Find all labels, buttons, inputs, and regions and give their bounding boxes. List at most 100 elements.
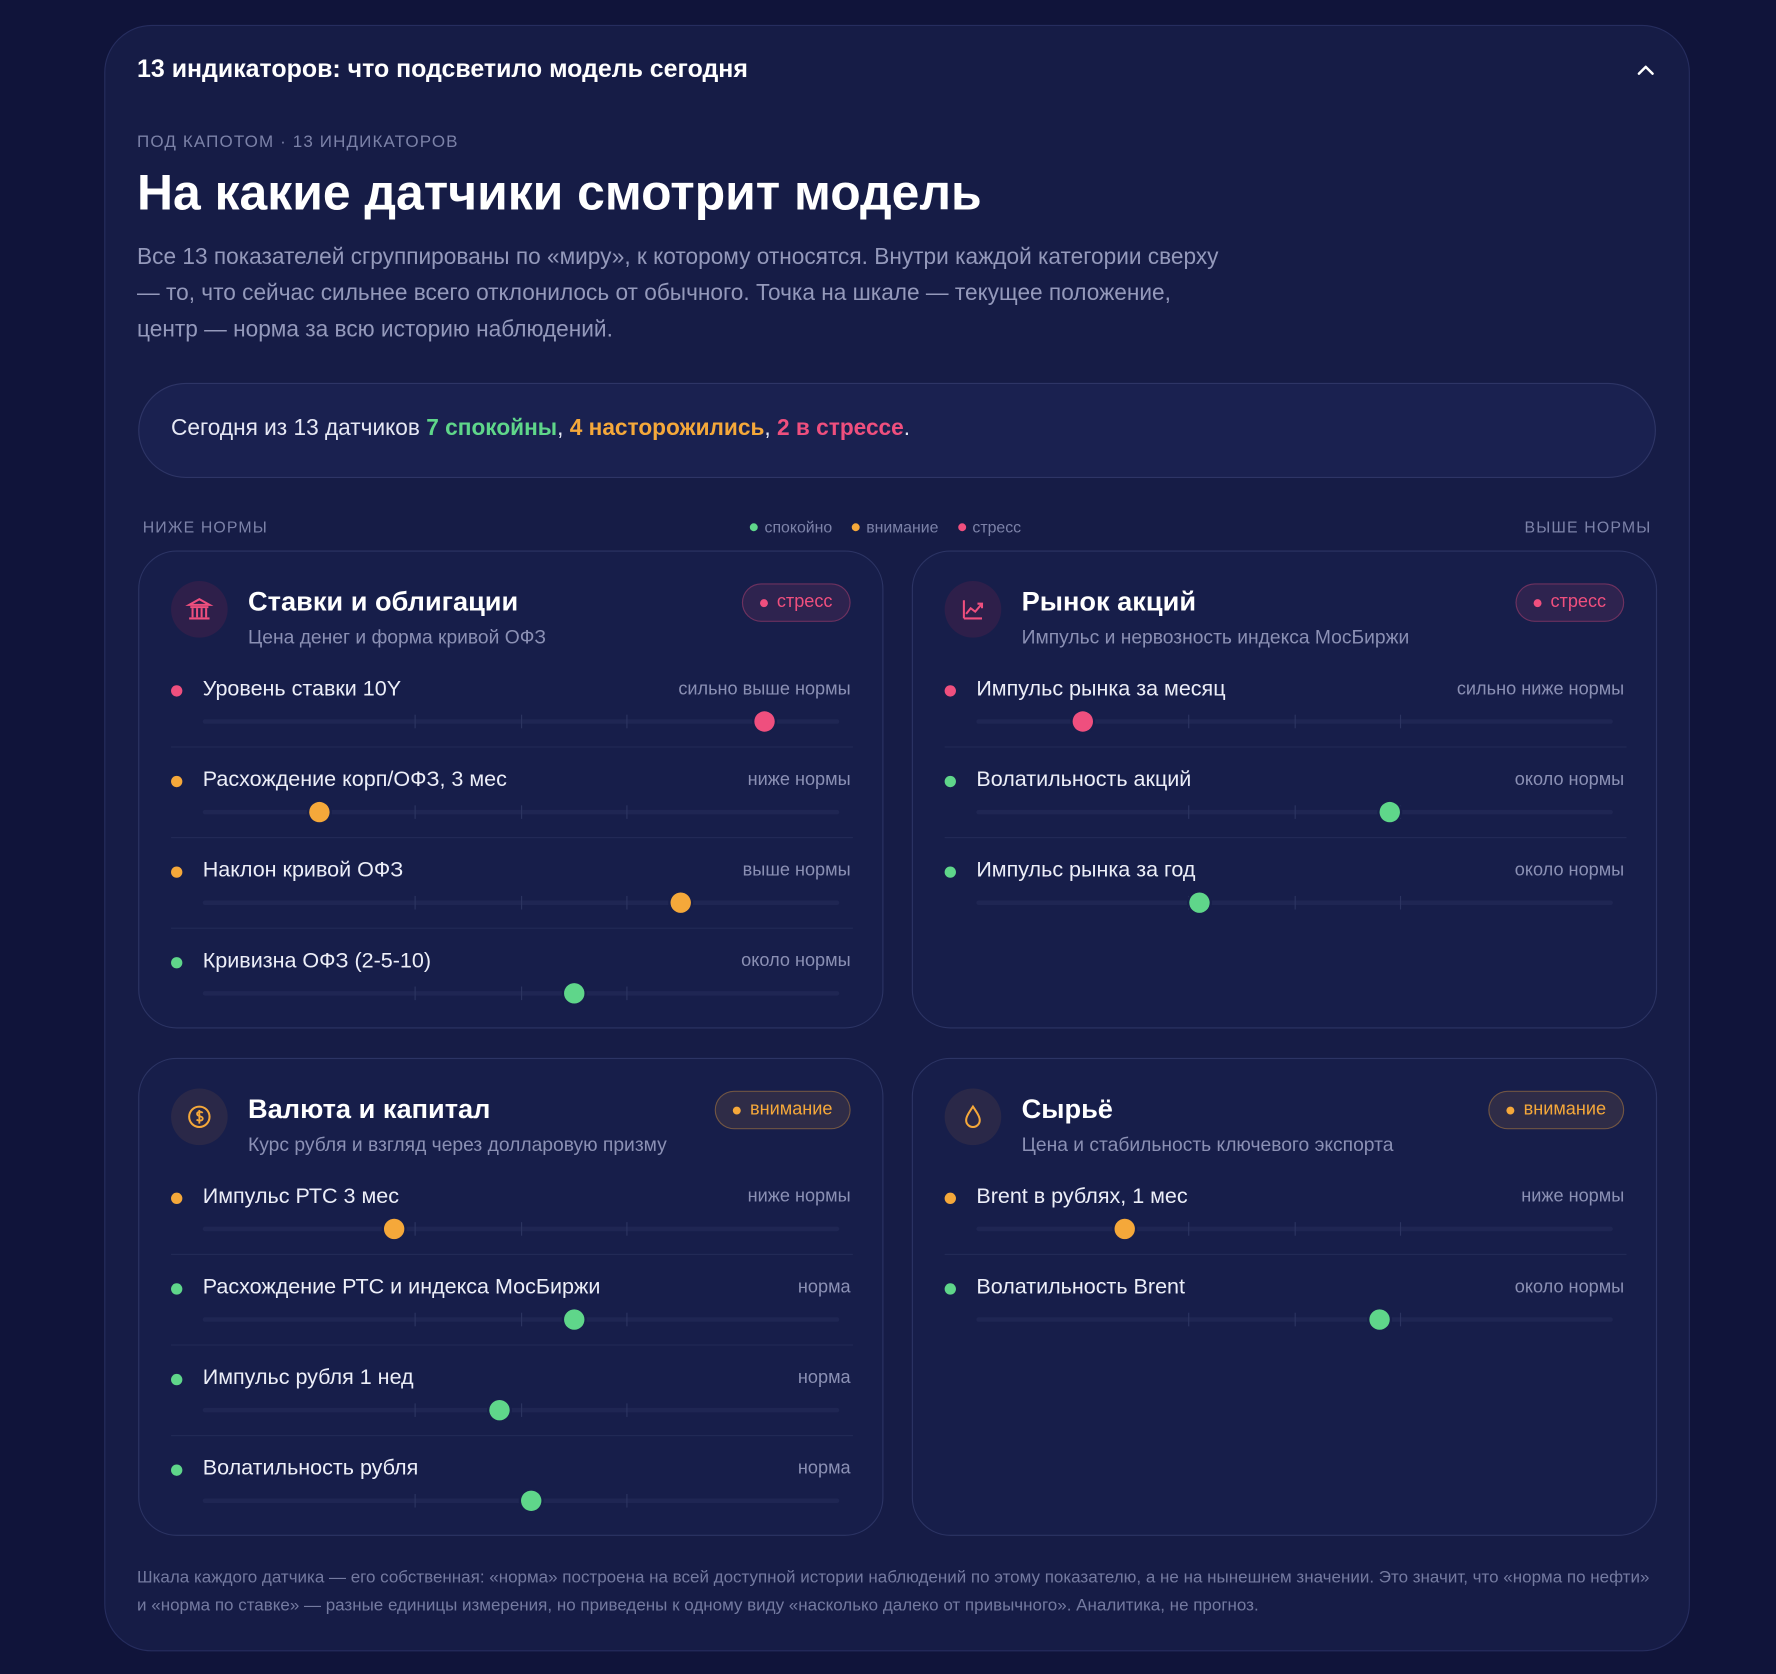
scale-tick [414,1312,416,1327]
scale-tick [1187,805,1190,819]
summary-text-part: . [903,415,911,441]
card-subtitle: Курс рубля и взгляд через долларовую при… [248,1133,667,1156]
card-icon [944,581,1002,638]
scale-tick [520,805,522,819]
legend: спокойно внимание стресс [749,517,1021,536]
status-dot [944,775,956,788]
legend-dot [957,522,966,531]
summary-box: Сегодня из 13 датчиков 7 спокойны, 4 насто… [138,382,1656,478]
scale-tick [1294,1312,1296,1327]
icon-glyph [962,600,984,620]
scale-tick [520,986,522,1001]
indicator-name: Волатильность рубля [202,1456,419,1481]
scale-tick [1400,714,1402,729]
indicator-name: Импульс рынка за год [976,858,1196,883]
status-dot [171,685,183,697]
icon-glyph [188,1105,211,1129]
scale-tick [1400,895,1402,910]
scale-tick [414,1403,416,1417]
indicator-position [1114,1218,1136,1240]
badge-label: внимание [749,1099,833,1120]
indicator-state: ниже нормы [747,1187,851,1207]
indicator-state: ниже нормы [1521,1187,1625,1207]
indicator-state: около нормы [1514,860,1625,881]
row-separator [944,1253,1627,1255]
indicator-name: Расхождение РТС и индекса МосБиржи [202,1275,601,1300]
indicator-position [754,711,776,732]
scale-tick [1187,1222,1190,1236]
scale-low-label: НИЖЕ НОРМЫ [142,517,268,536]
status-dot [171,866,183,878]
legend-label: внимание [866,517,939,536]
scale-tick [1294,805,1296,819]
indicator-position [563,983,585,1004]
collapse-chevron[interactable] [1634,59,1657,82]
category-card: Сырьё Цена и стабильность ключевого экспо… [911,1057,1658,1536]
card-icon [171,1088,228,1146]
status-dot [944,685,956,697]
scale-tick [520,895,522,910]
card-title: Валюта и капитал [248,1094,491,1125]
card-subtitle: Импульс и нервозность индекса МосБиржи [1021,626,1410,648]
status-dot [171,957,183,969]
category-card: Ставки и облигации Цена денег и форма кри… [138,550,884,1029]
status-dot [171,1373,183,1386]
summary-text-part: , [764,415,771,441]
summary-text-part: Сегодня из 13 датчиков [171,415,420,441]
legend-item: спокойно [749,518,832,536]
card-title: Сырьё [1021,1094,1113,1125]
summary-count: 2 в стрессе [777,415,904,441]
indicator-state: сильно ниже нормы [1456,679,1625,699]
indicator-state: около нормы [1514,770,1625,790]
indicator-state: около нормы [741,951,851,971]
row-separator [171,746,853,748]
scale-tick [1187,895,1190,910]
scale-tick [1400,805,1402,819]
eyebrow: ПОД КАПОТОМ · 13 ИНДИКАТОРОВ [137,132,459,152]
indicator-state: сильно выше нормы [678,679,851,699]
summary-count: 7 спокойны [426,415,558,441]
badge-dot [1533,598,1542,607]
indicator-state: выше нормы [742,860,851,881]
summary-count: 4 насторожились [569,415,765,441]
status-dot [171,775,183,788]
indicator-position [563,1309,585,1330]
card-icon [171,581,228,638]
indicator-state: норма [797,1368,851,1388]
status-dot [171,1283,183,1295]
status-badge: стресс [741,583,851,622]
scale-tick [520,1403,522,1417]
card-title: Ставки и облигации [248,586,519,618]
badge-dot [1506,1106,1515,1114]
panel-title[interactable]: 13 индикаторов: что подсветило модель се… [137,54,748,83]
indicator-name: Brent в рублях, 1 мес [976,1184,1188,1209]
scale-tick [626,1493,628,1508]
legend-item: внимание [851,517,939,536]
indicator-name: Наклон кривой ОФЗ [202,858,404,883]
scale-tick [626,805,628,819]
status-dot [171,1464,183,1476]
footnote: Шкала каждого датчика — его собственная:… [137,1567,1650,1616]
indicator-position [309,801,330,823]
summary-text: Сегодня из 13 датчиков 7 спокойны, 4 насто… [171,416,910,442]
category-card: Валюта и капитал Курс рубля и взгляд чере… [138,1057,884,1536]
indicator-position [1369,1309,1390,1330]
indicator-position [1379,801,1401,823]
scale-tick [1400,1222,1402,1236]
heading: На какие датчики смотрит модель [137,165,982,221]
summary-text-part: , [557,415,564,441]
scale-high-label: ВЫШЕ НОРМЫ [1524,517,1652,536]
indicator-state: норма [797,1458,851,1479]
scale-tick [1294,1222,1296,1236]
indicator-position [383,1218,404,1240]
row-separator [171,1435,853,1437]
status-dot [944,1192,956,1205]
indicator-name: Импульс РТС 3 мес [202,1184,399,1209]
status-badge: внимание [714,1090,851,1130]
scale-tick [1294,895,1296,910]
category-card: Рынок акций Импульс и нервозность индекса… [911,550,1658,1029]
scale-tick [414,986,416,1001]
scale-tick [626,895,628,910]
